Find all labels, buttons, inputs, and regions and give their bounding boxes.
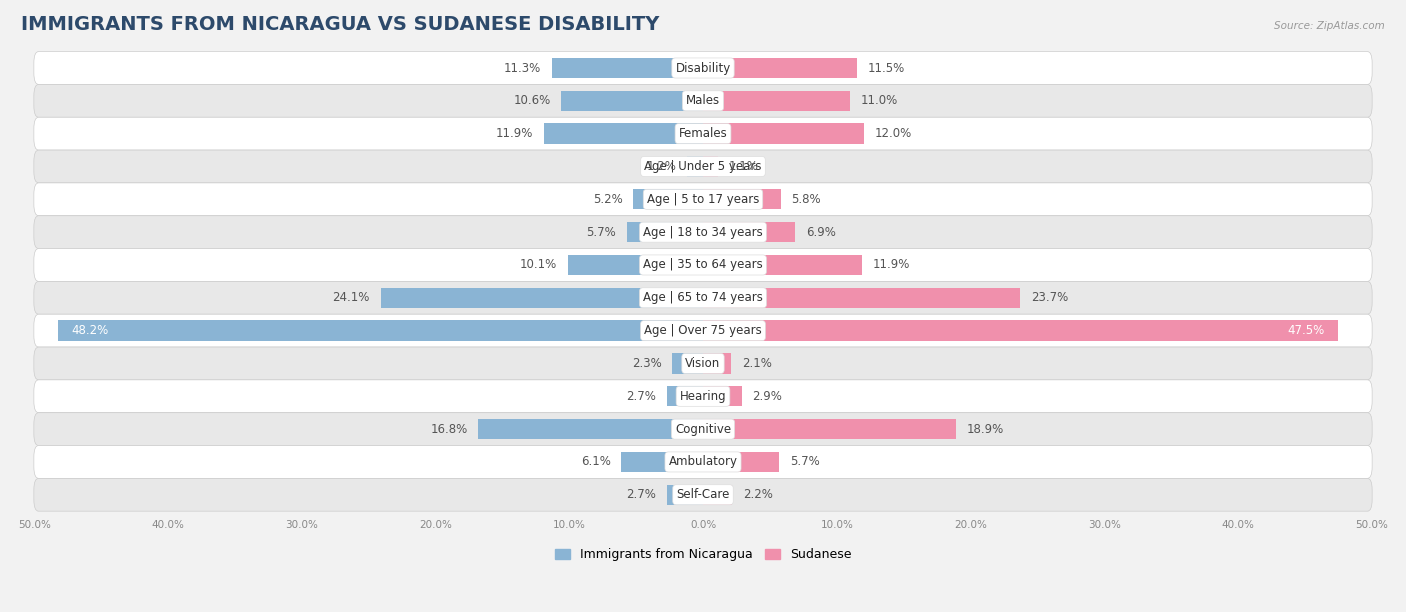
Text: Hearing: Hearing bbox=[679, 390, 727, 403]
Bar bbox=[703, 386, 742, 406]
Text: Age | Over 75 years: Age | Over 75 years bbox=[644, 324, 762, 337]
FancyBboxPatch shape bbox=[34, 84, 1372, 118]
Text: 16.8%: 16.8% bbox=[430, 423, 468, 436]
Text: 18.9%: 18.9% bbox=[966, 423, 1004, 436]
Text: Vision: Vision bbox=[685, 357, 721, 370]
Bar bbox=[627, 222, 703, 242]
Legend: Immigrants from Nicaragua, Sudanese: Immigrants from Nicaragua, Sudanese bbox=[550, 543, 856, 566]
FancyBboxPatch shape bbox=[34, 248, 1372, 282]
Text: Source: ZipAtlas.com: Source: ZipAtlas.com bbox=[1274, 21, 1385, 31]
FancyBboxPatch shape bbox=[34, 412, 1372, 446]
Bar bbox=[561, 91, 703, 111]
Bar bbox=[703, 222, 796, 242]
Text: 47.5%: 47.5% bbox=[1288, 324, 1324, 337]
Text: 5.2%: 5.2% bbox=[593, 193, 623, 206]
Bar bbox=[703, 255, 862, 275]
Bar bbox=[478, 419, 703, 439]
Bar bbox=[703, 189, 780, 209]
Text: Ambulatory: Ambulatory bbox=[668, 455, 738, 468]
Bar bbox=[703, 91, 851, 111]
Text: Age | 65 to 74 years: Age | 65 to 74 years bbox=[643, 291, 763, 304]
Text: 24.1%: 24.1% bbox=[333, 291, 370, 304]
Text: 12.0%: 12.0% bbox=[875, 127, 911, 140]
FancyBboxPatch shape bbox=[34, 380, 1372, 412]
Text: 2.1%: 2.1% bbox=[742, 357, 772, 370]
Text: 6.9%: 6.9% bbox=[806, 226, 837, 239]
Bar bbox=[703, 124, 863, 144]
FancyBboxPatch shape bbox=[34, 150, 1372, 183]
Text: 11.5%: 11.5% bbox=[868, 61, 905, 75]
FancyBboxPatch shape bbox=[34, 479, 1372, 511]
Text: 2.7%: 2.7% bbox=[626, 390, 657, 403]
Bar bbox=[666, 485, 703, 505]
Text: 11.9%: 11.9% bbox=[496, 127, 533, 140]
Bar bbox=[703, 419, 956, 439]
Bar bbox=[688, 156, 703, 177]
Bar bbox=[703, 288, 1019, 308]
FancyBboxPatch shape bbox=[34, 446, 1372, 479]
Bar bbox=[703, 321, 1339, 341]
Text: Disability: Disability bbox=[675, 61, 731, 75]
Bar bbox=[666, 386, 703, 406]
Text: 23.7%: 23.7% bbox=[1031, 291, 1069, 304]
Text: Self-Care: Self-Care bbox=[676, 488, 730, 501]
Text: 5.7%: 5.7% bbox=[586, 226, 616, 239]
Bar bbox=[551, 58, 703, 78]
FancyBboxPatch shape bbox=[34, 282, 1372, 314]
FancyBboxPatch shape bbox=[34, 215, 1372, 248]
Text: 6.1%: 6.1% bbox=[581, 455, 610, 468]
Bar bbox=[621, 452, 703, 472]
Text: 2.2%: 2.2% bbox=[744, 488, 773, 501]
Bar bbox=[703, 452, 779, 472]
Text: Cognitive: Cognitive bbox=[675, 423, 731, 436]
Bar bbox=[672, 353, 703, 374]
Bar bbox=[58, 321, 703, 341]
Bar bbox=[703, 353, 731, 374]
Text: 2.3%: 2.3% bbox=[631, 357, 662, 370]
FancyBboxPatch shape bbox=[34, 118, 1372, 150]
Text: Age | 18 to 34 years: Age | 18 to 34 years bbox=[643, 226, 763, 239]
Text: Females: Females bbox=[679, 127, 727, 140]
Text: 1.1%: 1.1% bbox=[728, 160, 758, 173]
Bar bbox=[544, 124, 703, 144]
Bar bbox=[703, 156, 717, 177]
Text: Males: Males bbox=[686, 94, 720, 107]
Text: 1.2%: 1.2% bbox=[647, 160, 676, 173]
Text: Age | 35 to 64 years: Age | 35 to 64 years bbox=[643, 258, 763, 272]
Text: Age | 5 to 17 years: Age | 5 to 17 years bbox=[647, 193, 759, 206]
FancyBboxPatch shape bbox=[34, 347, 1372, 380]
Text: 5.8%: 5.8% bbox=[792, 193, 821, 206]
Bar bbox=[703, 58, 856, 78]
Text: IMMIGRANTS FROM NICARAGUA VS SUDANESE DISABILITY: IMMIGRANTS FROM NICARAGUA VS SUDANESE DI… bbox=[21, 15, 659, 34]
Text: Age | Under 5 years: Age | Under 5 years bbox=[644, 160, 762, 173]
FancyBboxPatch shape bbox=[34, 51, 1372, 84]
Text: 10.1%: 10.1% bbox=[520, 258, 557, 272]
Bar bbox=[703, 485, 733, 505]
Bar bbox=[568, 255, 703, 275]
FancyBboxPatch shape bbox=[34, 314, 1372, 347]
Text: 48.2%: 48.2% bbox=[72, 324, 108, 337]
Text: 10.6%: 10.6% bbox=[513, 94, 551, 107]
Text: 2.9%: 2.9% bbox=[752, 390, 782, 403]
Text: 2.7%: 2.7% bbox=[626, 488, 657, 501]
Bar bbox=[381, 288, 703, 308]
Text: 5.7%: 5.7% bbox=[790, 455, 820, 468]
Text: 11.9%: 11.9% bbox=[873, 258, 910, 272]
Text: 11.3%: 11.3% bbox=[503, 61, 541, 75]
FancyBboxPatch shape bbox=[34, 183, 1372, 215]
Bar bbox=[634, 189, 703, 209]
Text: 11.0%: 11.0% bbox=[860, 94, 898, 107]
